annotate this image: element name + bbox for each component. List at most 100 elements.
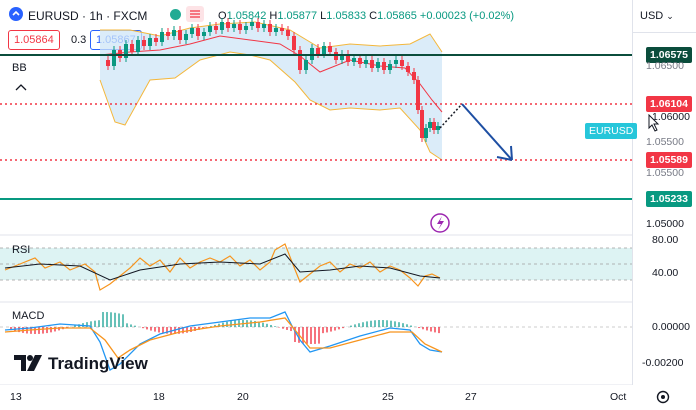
time-tick: Oct bbox=[610, 391, 626, 403]
macd-bar bbox=[186, 327, 188, 333]
candle-body bbox=[196, 28, 200, 36]
candle-body bbox=[214, 26, 218, 30]
candle-body bbox=[400, 60, 404, 66]
macd-bar bbox=[338, 327, 340, 329]
projection-arrow bbox=[462, 104, 512, 160]
settings-gear-icon[interactable] bbox=[655, 389, 671, 405]
macd-bar bbox=[366, 321, 368, 327]
macd-bar bbox=[110, 312, 112, 327]
candle-body bbox=[412, 72, 416, 80]
macd-bar bbox=[114, 313, 116, 327]
candle-body bbox=[432, 122, 436, 130]
macd-bar bbox=[326, 327, 328, 332]
macd-bar bbox=[358, 323, 360, 327]
macd-bar bbox=[282, 327, 284, 329]
time-tick: 20 bbox=[237, 391, 249, 403]
candle-body bbox=[358, 58, 362, 64]
macd-bar bbox=[286, 327, 288, 330]
candle-body bbox=[406, 66, 410, 72]
macd-bar bbox=[342, 327, 344, 328]
macd-bar bbox=[398, 322, 400, 327]
macd-bar bbox=[162, 327, 164, 333]
macd-bar bbox=[318, 327, 320, 344]
candle-body bbox=[142, 40, 146, 46]
macd-bar bbox=[434, 327, 436, 332]
macd-bar bbox=[386, 320, 388, 327]
macd-bar bbox=[418, 327, 420, 328]
macd-bar bbox=[134, 326, 136, 327]
macd-bar bbox=[38, 327, 40, 334]
macd-bar bbox=[290, 327, 292, 331]
macd-bar bbox=[310, 327, 312, 344]
macd-bar bbox=[438, 327, 440, 333]
macd-bar bbox=[146, 327, 148, 329]
price-chart-canvas[interactable] bbox=[0, 0, 632, 385]
level-badge-3: 1.05589 bbox=[646, 152, 692, 168]
rsi-indicator-label[interactable]: RSI bbox=[12, 244, 30, 256]
time-tick: 27 bbox=[465, 391, 477, 403]
candle-body bbox=[364, 60, 368, 64]
candle-body bbox=[130, 44, 134, 52]
macd-bar bbox=[354, 324, 356, 327]
macd-bar bbox=[250, 320, 252, 327]
candle-body bbox=[394, 60, 398, 64]
candle-body bbox=[112, 50, 116, 66]
macd-bar bbox=[382, 320, 384, 327]
candle-body bbox=[268, 24, 272, 32]
macd-bar bbox=[158, 327, 160, 332]
candle-body bbox=[292, 36, 296, 50]
macd-bar bbox=[390, 321, 392, 327]
time-tick: 18 bbox=[153, 391, 165, 403]
candle-body bbox=[184, 34, 188, 40]
candle-body bbox=[160, 32, 164, 42]
level-badge-4: 1.05233 bbox=[646, 191, 692, 207]
candle-body bbox=[388, 64, 392, 70]
candle-body bbox=[420, 110, 424, 138]
candle-body bbox=[238, 24, 242, 30]
macd-bar bbox=[374, 320, 376, 327]
candle-body bbox=[190, 28, 194, 34]
candle-body bbox=[316, 48, 320, 54]
macd-bar bbox=[106, 312, 108, 327]
macd-bar bbox=[430, 327, 432, 331]
candle-body bbox=[136, 40, 140, 52]
macd-bar bbox=[130, 324, 132, 327]
currency-selector[interactable]: USD ⌄ bbox=[640, 10, 674, 22]
time-tick: 25 bbox=[382, 391, 394, 403]
macd-bar bbox=[422, 327, 424, 329]
macd-bar bbox=[378, 320, 380, 327]
macd-bar bbox=[322, 327, 324, 333]
candle-body bbox=[424, 128, 428, 138]
candle-body bbox=[370, 60, 374, 68]
candle-body bbox=[154, 38, 158, 42]
macd-bar bbox=[190, 327, 192, 332]
macd-bar bbox=[118, 313, 120, 327]
candle-body bbox=[250, 22, 254, 26]
macd-bar bbox=[150, 327, 152, 331]
candle-body bbox=[220, 22, 224, 30]
candle-body bbox=[436, 126, 440, 130]
macd-bar bbox=[230, 321, 232, 327]
candle-body bbox=[328, 46, 332, 52]
macd-bar bbox=[142, 327, 144, 328]
candle-body bbox=[232, 24, 236, 28]
time-axis[interactable] bbox=[0, 385, 696, 409]
macd-bar bbox=[370, 321, 372, 327]
candle-body bbox=[376, 62, 380, 68]
macd-bar bbox=[98, 320, 100, 327]
candle-body bbox=[298, 50, 302, 70]
macd-bar bbox=[50, 327, 52, 332]
candle-body bbox=[226, 22, 230, 28]
candle-body bbox=[262, 24, 266, 28]
macd-bar bbox=[94, 321, 96, 327]
macd-bar bbox=[226, 322, 228, 327]
macd-bar bbox=[306, 327, 308, 344]
macd-bar bbox=[46, 327, 48, 333]
macd-tick: -0.00200 bbox=[642, 357, 683, 369]
macd-bar bbox=[314, 327, 316, 344]
rsi-band bbox=[0, 248, 632, 280]
candle-body bbox=[428, 122, 432, 128]
lightning-icon bbox=[431, 214, 449, 232]
projection-dotted bbox=[440, 104, 462, 128]
macd-indicator-label[interactable]: MACD bbox=[12, 310, 44, 322]
